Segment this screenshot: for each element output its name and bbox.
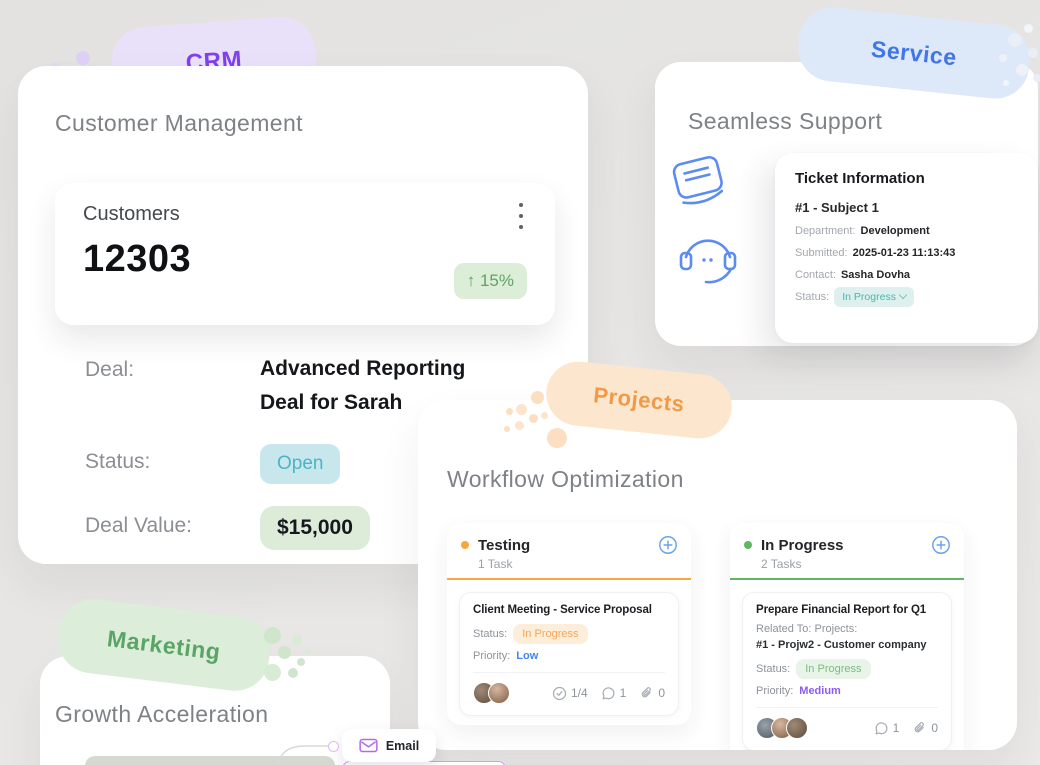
related-label: Related To: Projects: [756,623,858,635]
ticket-department-row: Department: Development [795,225,1018,237]
stat-label: Customers [83,203,180,225]
task-priority-value: Low [516,650,539,662]
ticket-status-label: Status: [795,291,830,303]
kanban-column-testing: Testing 1 Task Client Meeting - Service … [447,523,691,725]
comments-count: 1 [874,721,900,736]
column-header: In Progress 2 Tasks [730,523,964,580]
deal-status-badge[interactable]: Open [260,444,341,484]
related-value: #1 - Projw2 - Customer company [756,639,927,651]
service-title: Seamless Support [688,108,883,134]
column-name: Testing [478,536,531,554]
submitted-label: Submitted: [795,247,848,259]
department-value: Development [860,225,930,237]
deal-value: Advanced Reporting Deal for Sarah [260,357,466,414]
attachments-icon-label: 0 [658,686,665,700]
ticket-submitted-row: Submitted: 2025-01-23 11:13:43 [795,247,1018,259]
task-status-label: Status: [756,663,791,675]
ticket-status-row: Status: In Progress [795,287,1018,307]
headset-support-icon [673,220,743,286]
task-priority-row: Priority: Medium [756,685,938,697]
column-task-count: 1 Task [478,557,513,571]
service-card: Seamless Support Ticket Information [655,62,1038,346]
ticket-panel-title: Ticket Information [795,170,925,187]
flow-connector-dot [328,741,339,752]
task-priority-label: Priority: [756,685,794,697]
ticket-status-dropdown[interactable]: In Progress [834,287,914,307]
checklist-icon-label: 1/4 [570,686,588,700]
assignee-avatars [756,717,808,739]
task-related-label-row: Related To: Projects: [756,623,938,635]
crm-card: Customer Management Customers 12303 ↑ 15… [18,66,588,564]
column-task-count: 2 Tasks [761,557,802,571]
task-card[interactable]: Client Meeting - Service Proposal Status… [459,592,679,716]
task-card[interactable]: Prepare Financial Report for Q1 Related … [742,592,952,750]
projects-pill-label: Projects [592,382,686,417]
contact-label: Contact: [795,269,836,281]
column-header: Testing 1 Task [447,523,691,580]
kebab-menu-icon[interactable] [513,201,529,231]
ticket-contact-row: Contact: Sasha Dovha [795,269,1018,281]
avatar [786,717,808,739]
marketing-title: Growth Acceleration [55,701,269,727]
task-priority-value: Medium [799,685,841,697]
email-flow-node[interactable]: Email [342,729,436,762]
envelope-icon [359,738,378,753]
column-status-dot [461,541,469,549]
task-status-row: Status: In Progress [756,659,938,679]
deal-status-label: Status: [85,450,151,473]
comments-icon-label: 1 [619,686,627,700]
add-task-button[interactable] [932,536,950,554]
email-node-label: Email [385,738,420,753]
comments-count: 1 [601,686,627,701]
service-pill-label: Service [869,35,959,70]
attachments-count: 0 [912,721,938,736]
task-priority-row: Priority: Low [473,650,665,662]
marketing-pill-label: Marketing [105,624,223,665]
ticket-subject: #1 - Subject 1 [795,200,879,215]
task-title: Client Meeting - Service Proposal [473,604,652,616]
attachments-icon-label: 0 [931,721,938,735]
column-accent-line [447,578,691,580]
chevron-down-icon [898,290,908,300]
contact-value: Sasha Dovha [840,269,911,281]
kanban-column-in-progress: In Progress 2 Tasks Prepare Financial Re… [730,523,964,750]
stat-value: 12303 [83,238,192,280]
column-accent-line [730,578,964,580]
deal-amount-badge: $15,000 [260,506,370,550]
ticket-information-panel: Ticket Information #1 - Subject 1 Depart… [775,153,1038,343]
task-status-badge: In Progress [513,624,588,644]
avatar [488,682,510,704]
task-title: Prepare Financial Report for Q1 [756,604,927,616]
task-status-badge: In Progress [796,659,871,679]
task-status-label: Status: [473,628,508,640]
column-status-dot [744,541,752,549]
task-footer: 1/4 1 0 [473,672,665,704]
projects-title: Workflow Optimization [447,466,684,492]
deal-amount-label: Deal Value: [85,514,193,537]
comments-icon-label: 1 [892,721,900,735]
task-status-row: Status: In Progress [473,624,665,644]
deal-label: Deal: [85,358,135,381]
customers-stat-card: Customers 12303 ↑ 15% [55,183,555,325]
column-name: In Progress [761,536,844,554]
checklist-count: 1/4 [552,686,588,701]
submitted-value: 2025-01-23 11:13:43 [852,247,956,259]
add-task-button[interactable] [659,536,677,554]
flow-connector-line [277,745,330,765]
ticket-note-icon [663,147,737,216]
task-footer: 1 0 [756,707,938,739]
marketing-bottom-widget [85,756,335,765]
assignee-avatars [473,682,510,704]
crm-title: Customer Management [55,110,303,136]
projects-card: Workflow Optimization Testing 1 Task Cli… [418,400,1017,750]
task-priority-label: Priority: [473,650,511,662]
change-badge: ↑ 15% [453,263,527,299]
attachments-count: 0 [639,686,665,701]
ticket-status-value: In Progress [842,291,896,303]
department-label: Department: [795,225,856,237]
